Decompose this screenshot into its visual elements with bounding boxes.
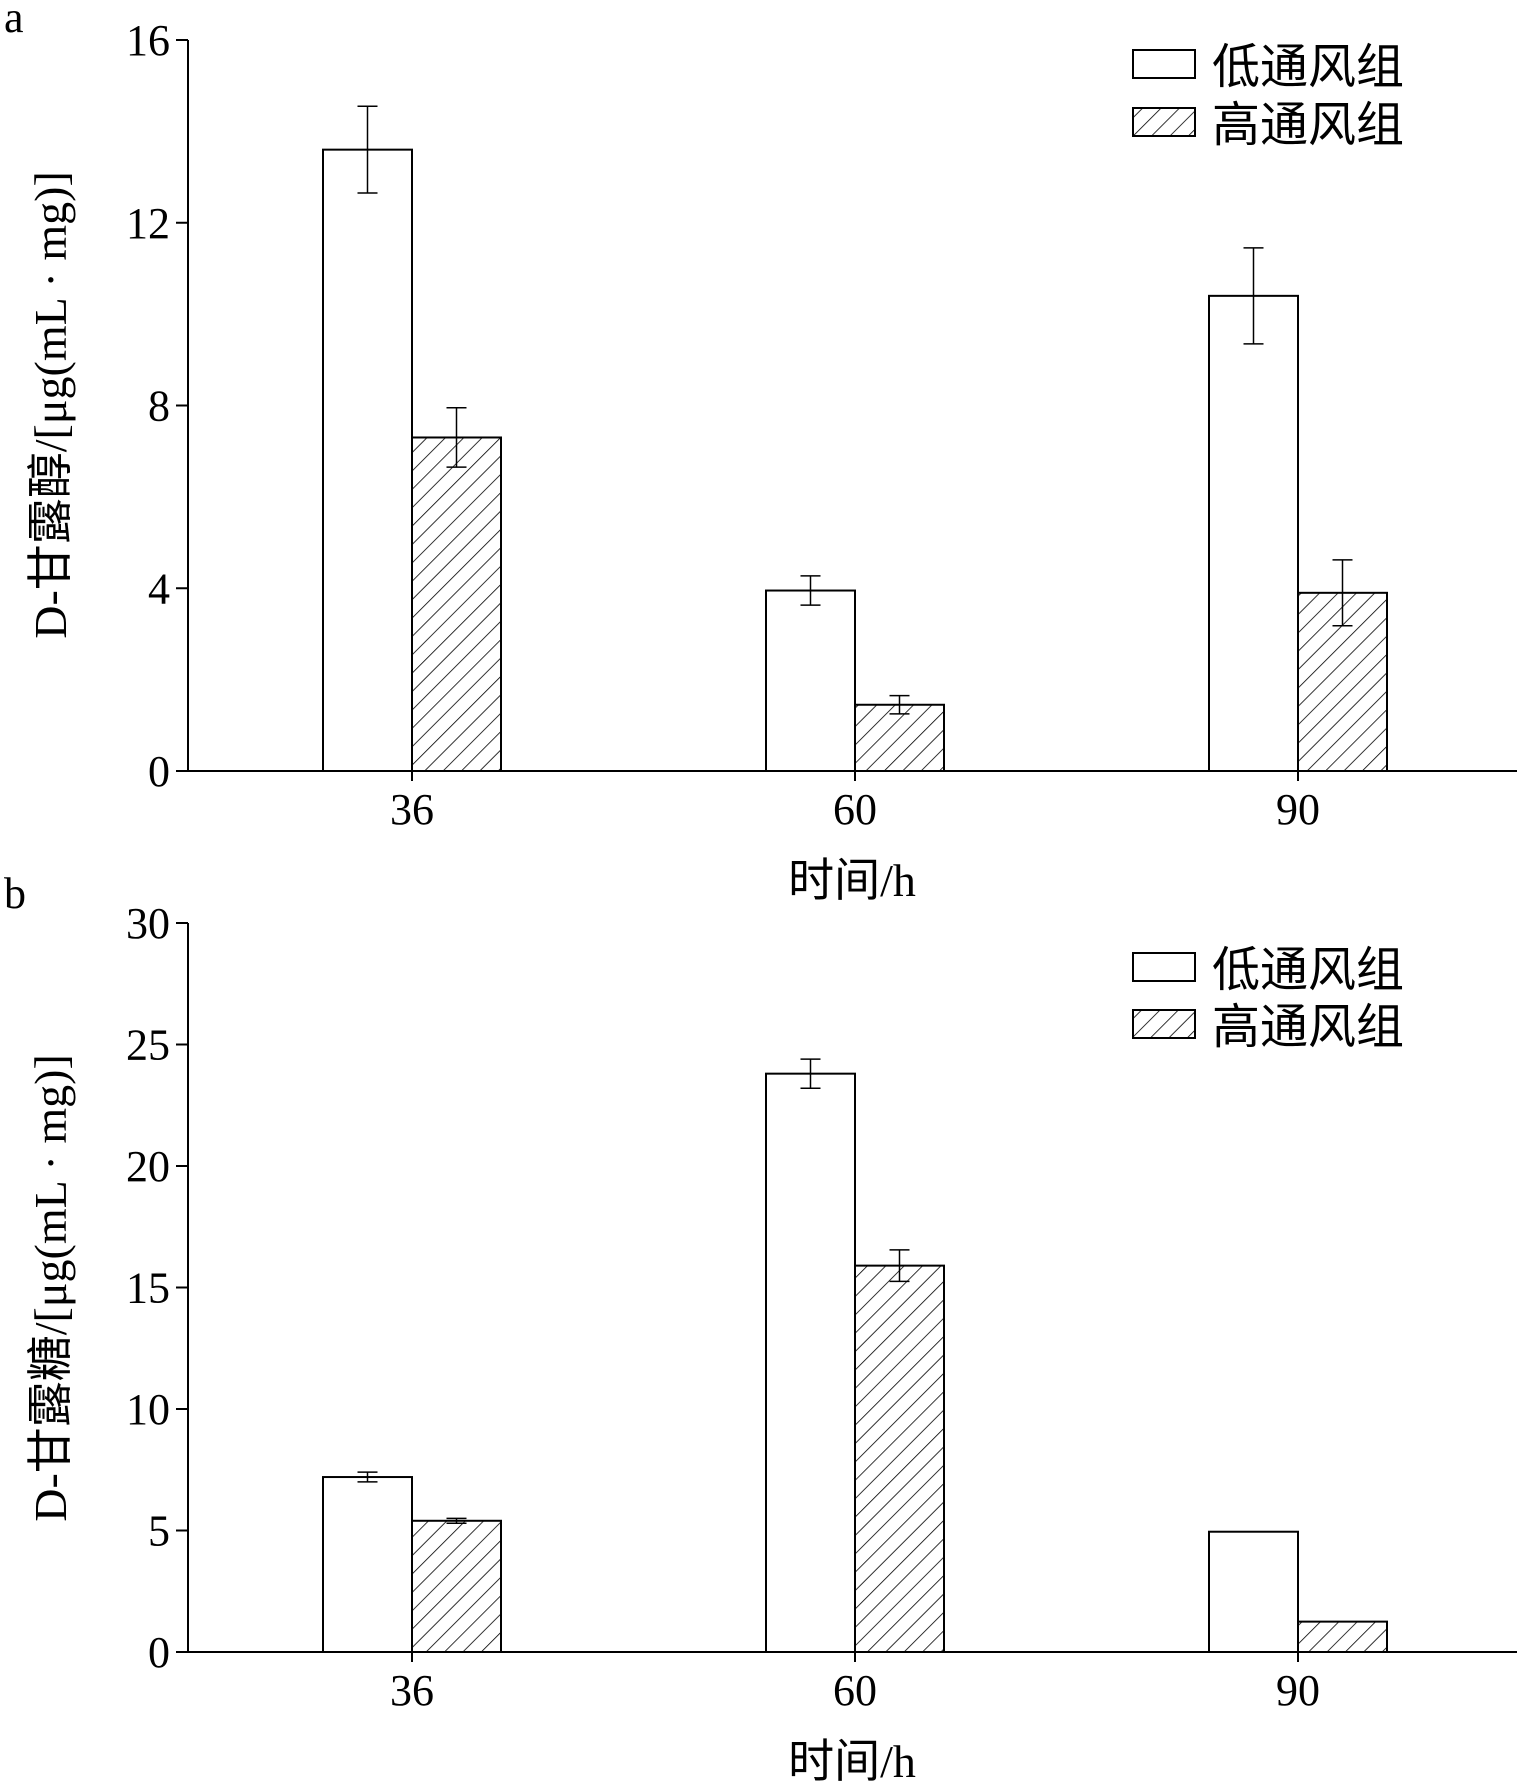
x-axis-title: 时间/h <box>788 855 916 906</box>
legend-label-high: 高通风组 <box>1212 1001 1404 1054</box>
bar-low-ventilation <box>322 148 413 772</box>
y-ticks: 0 5 10 15 20 25 30 <box>126 899 188 1677</box>
x-ticks: 36 60 90 <box>390 1652 1320 1715</box>
y-tick-label: 0 <box>148 747 170 796</box>
bar-high-ventilation <box>1297 1620 1388 1653</box>
error-bar <box>889 1249 910 1283</box>
error-bar <box>446 1517 467 1524</box>
bars <box>322 1072 1388 1654</box>
y-tick-label: 20 <box>126 1142 170 1191</box>
y-tick-label: 5 <box>148 1507 170 1556</box>
legend-label-low: 低通风组 <box>1212 944 1404 997</box>
error-bar <box>357 105 378 194</box>
error-bar <box>446 407 467 468</box>
y-tick-label: 4 <box>148 564 170 613</box>
bar-low-ventilation <box>765 589 856 772</box>
legend: 低通风组 高通风组 <box>1132 944 1404 1054</box>
x-ticks: 36 60 90 <box>390 771 1320 834</box>
legend-label-low: 低通风组 <box>1212 41 1404 94</box>
error-bar <box>357 1471 378 1483</box>
y-tick-label: 16 <box>126 16 170 65</box>
chart-panel-a: a 0 4 8 12 16 36 60 90 时间/h D-甘露醇/[μg(mL · mg)… <box>4 0 1517 906</box>
panel-label: a <box>4 0 24 42</box>
bar-low-ventilation <box>1208 294 1299 772</box>
error-bar <box>1332 559 1353 627</box>
panel-label: b <box>4 869 26 918</box>
bar-high-ventilation <box>411 436 502 772</box>
y-tick-label: 10 <box>126 1385 170 1434</box>
y-axis-title: D-甘露醇/[μg(mL · mg)] <box>25 171 76 639</box>
error-bars <box>357 1058 910 1524</box>
y-tick-label: 12 <box>126 199 170 248</box>
bar-high-ventilation <box>411 1519 502 1654</box>
bar-high-ventilation <box>854 1264 945 1653</box>
x-tick-label: 36 <box>390 1666 434 1715</box>
bar-low-ventilation <box>1208 1530 1299 1653</box>
error-bars <box>357 105 1353 715</box>
legend-swatch-high <box>1132 1009 1196 1039</box>
y-tick-label: 15 <box>126 1264 170 1313</box>
x-tick-label: 60 <box>833 1666 877 1715</box>
bar-high-ventilation <box>854 703 945 772</box>
x-tick-label: 90 <box>1276 1666 1320 1715</box>
y-ticks: 0 4 8 12 16 <box>126 16 188 796</box>
bars <box>322 148 1388 772</box>
legend-label-high: 高通风组 <box>1212 99 1404 152</box>
y-tick-label: 0 <box>148 1628 170 1677</box>
chart-panel-b: b 0 5 10 15 20 25 30 36 60 90 时间/h D-甘露糖/[μg(mL … <box>4 869 1517 1787</box>
legend-swatch-high <box>1132 107 1196 137</box>
y-tick-label: 8 <box>148 382 170 431</box>
x-tick-label: 60 <box>833 785 877 834</box>
error-bar <box>800 575 821 606</box>
y-tick-label: 25 <box>126 1021 170 1070</box>
x-tick-label: 90 <box>1276 785 1320 834</box>
y-axis-title: D-甘露糖/[μg(mL · mg)] <box>25 1054 76 1522</box>
legend-swatch-low <box>1132 952 1196 982</box>
x-tick-label: 36 <box>390 785 434 834</box>
error-bar <box>889 694 910 715</box>
bar-low-ventilation <box>322 1476 413 1654</box>
legend: 低通风组 高通风组 <box>1132 41 1404 152</box>
y-tick-label: 30 <box>126 899 170 948</box>
error-bar <box>800 1058 821 1089</box>
x-axis-title: 时间/h <box>788 1736 916 1787</box>
error-bar <box>1243 247 1264 345</box>
bar-low-ventilation <box>765 1072 856 1654</box>
legend-swatch-low <box>1132 49 1196 79</box>
